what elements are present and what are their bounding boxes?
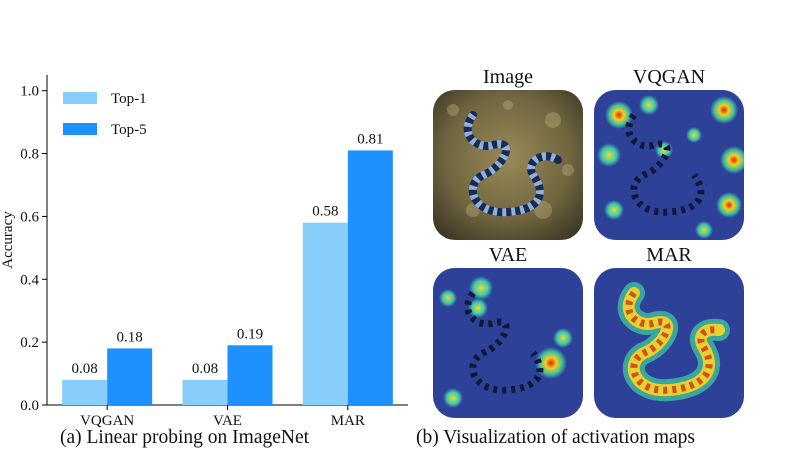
legend-swatch-top-1 [63,92,97,104]
data-label: 0.81 [357,131,383,147]
y-tick-label: 0.0 [20,398,39,414]
data-label: 0.58 [312,204,338,220]
bar-top-5-vqgan [107,348,153,405]
panel-label-vqgan: VQGAN [632,66,706,88]
bar-top-5-mar [347,150,393,405]
image-panel [433,90,583,240]
x-tick-label: VAE [213,413,242,429]
chart-axes: 0.0 0.2 0.4 0.6 0.8 1.0 Accuracy VQGAN VAE MAR [0,75,408,429]
caption-right: (b) Visualization of activation maps [416,427,695,448]
vae-heatmap-panel [433,268,583,418]
bar-top-1-vqgan [62,379,108,405]
legend-label: Top-5 [111,122,147,138]
panel-label-image: Image [483,66,533,88]
panel-label-vae: VAE [488,244,528,266]
data-label: 0.19 [237,326,263,342]
y-axis-label: Accuracy [0,211,16,269]
bar-top-1-vae [182,379,228,405]
y-tick-label: 0.4 [20,272,39,288]
panel-label-mar: MAR [646,244,692,266]
x-tick-label: VQGAN [80,413,134,429]
bar-chart: 0.0 0.2 0.4 0.6 0.8 1.0 Accuracy VQGAN VAE MAR 0.… [0,75,408,429]
chart-legend: Top-1 Top-5 [63,91,147,138]
y-tick-label: 0.6 [20,209,39,225]
legend-label: Top-1 [111,91,147,107]
bar-top-1-mar [302,222,348,405]
chart-data-labels: 0.08 0.18 0.08 0.19 0.58 0.81 [72,131,384,376]
chart-bars [62,150,393,405]
vqgan-heatmap-panel [594,90,744,240]
data-label: 0.18 [117,329,143,345]
data-label: 0.08 [192,361,218,377]
y-tick-label: 0.8 [20,147,39,163]
caption-left: (a) Linear probing on ImageNet [60,427,310,448]
y-tick-label: 0.2 [20,335,39,351]
mar-heatmap-panel [594,268,744,418]
x-tick-label: MAR [331,413,365,429]
data-label: 0.08 [72,361,98,377]
bar-top-5-vae [227,345,273,405]
legend-swatch-top-5 [63,123,97,135]
y-tick-label: 1.0 [20,84,39,100]
